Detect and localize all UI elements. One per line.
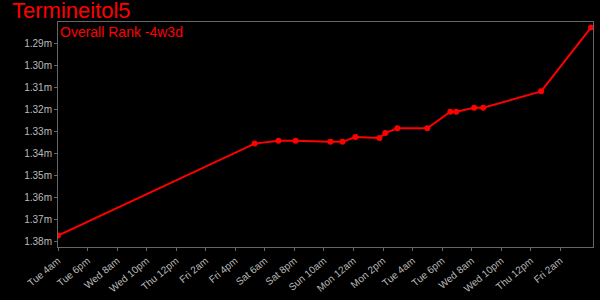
svg-text:Fri 2am: Fri 2am [532,255,565,285]
svg-text:1.30m: 1.30m [24,60,52,71]
svg-text:Wed 10pm: Wed 10pm [462,255,506,294]
svg-text:Tue 6pm: Tue 6pm [410,255,447,289]
svg-text:1.34m: 1.34m [24,148,52,159]
svg-text:1.37m: 1.37m [24,214,52,225]
svg-text:Tue 6pm: Tue 6pm [55,255,92,289]
svg-text:Wed 8am: Wed 8am [436,255,476,291]
svg-text:Sat 6am: Sat 6am [234,255,270,287]
svg-text:Wed 10pm: Wed 10pm [107,255,151,294]
svg-text:Thu 12pm: Thu 12pm [494,255,536,292]
svg-text:1.31m: 1.31m [24,82,52,93]
svg-text:Tue 4am: Tue 4am [380,255,417,289]
svg-text:1.38m: 1.38m [24,236,52,247]
svg-text:1.35m: 1.35m [24,170,52,181]
svg-text:Mon 2pm: Mon 2pm [349,255,388,290]
svg-text:Tue 4am: Tue 4am [25,255,62,289]
svg-text:Fri 4pm: Fri 4pm [207,255,240,285]
svg-text:1.32m: 1.32m [24,104,52,115]
svg-text:Termineitol5: Termineitol5 [12,0,131,23]
svg-text:Thu 12pm: Thu 12pm [139,255,181,292]
svg-text:Fri 2am: Fri 2am [177,255,210,285]
svg-text:Overall Rank -4w3d: Overall Rank -4w3d [60,24,183,40]
svg-text:Wed 8am: Wed 8am [82,255,122,291]
svg-text:1.29m: 1.29m [24,38,52,49]
svg-text:Sun 10am: Sun 10am [286,255,328,293]
svg-text:Mon 12am: Mon 12am [315,255,358,294]
svg-text:Sat 8pm: Sat 8pm [263,255,299,287]
svg-text:1.36m: 1.36m [24,192,52,203]
svg-text:1.33m: 1.33m [24,126,52,137]
